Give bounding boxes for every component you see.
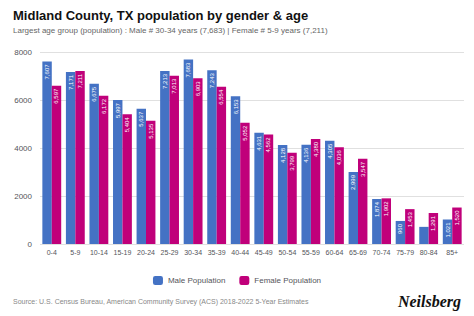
svg-text:960: 960 — [397, 223, 403, 234]
svg-text:4,136: 4,136 — [303, 147, 309, 163]
svg-text:85+: 85+ — [446, 249, 458, 256]
svg-text:5,637: 5,637 — [138, 111, 144, 127]
svg-text:6000: 6000 — [14, 96, 32, 105]
svg-text:2000: 2000 — [14, 192, 32, 201]
svg-text:1,021: 1,021 — [445, 222, 451, 238]
svg-text:Source: U.S. Census Bureau, Am: Source: U.S. Census Bureau, American Com… — [13, 298, 309, 306]
svg-text:Largest age group (population): Largest age group (population) : Male # … — [13, 26, 328, 35]
svg-text:6,153: 6,153 — [233, 99, 239, 115]
svg-text:0: 0 — [28, 240, 33, 249]
svg-text:15-19: 15-19 — [113, 249, 131, 256]
svg-text:4,036: 4,036 — [336, 149, 342, 165]
svg-text:5-9: 5-9 — [70, 249, 80, 256]
svg-text:7,243: 7,243 — [209, 73, 215, 89]
svg-text:45-49: 45-49 — [255, 249, 273, 256]
svg-text:2,999: 2,999 — [350, 174, 356, 190]
svg-text:7,013: 7,013 — [171, 78, 177, 94]
svg-text:4,305: 4,305 — [327, 143, 333, 159]
svg-text:65-69: 65-69 — [349, 249, 367, 256]
svg-text:5,404: 5,404 — [124, 117, 130, 133]
svg-text:25-29: 25-29 — [161, 249, 179, 256]
svg-text:6,172: 6,172 — [101, 98, 107, 114]
svg-text:4,562: 4,562 — [265, 137, 271, 153]
svg-text:7,211: 7,211 — [77, 73, 83, 88]
svg-text:4,128: 4,128 — [280, 147, 286, 163]
svg-text:55-59: 55-59 — [302, 249, 320, 256]
svg-text:40-44: 40-44 — [231, 249, 249, 256]
svg-text:50-54: 50-54 — [278, 249, 296, 256]
svg-text:1,453: 1,453 — [407, 211, 413, 227]
svg-text:30-34: 30-34 — [184, 249, 202, 256]
svg-text:4,380: 4,380 — [313, 141, 319, 157]
svg-text:6,903: 6,903 — [195, 81, 201, 97]
svg-text:75-79: 75-79 — [396, 249, 414, 256]
svg-text:70-74: 70-74 — [373, 249, 391, 256]
svg-text:6,675: 6,675 — [91, 86, 97, 102]
svg-text:Midland County, TX population: Midland County, TX population by gender … — [13, 8, 308, 23]
svg-text:6,597: 6,597 — [53, 88, 59, 104]
svg-text:1,291: 1,291 — [430, 215, 436, 231]
svg-text:Neilsberg: Neilsberg — [397, 293, 461, 311]
svg-text:20-24: 20-24 — [137, 249, 155, 256]
svg-text:5,052: 5,052 — [242, 125, 248, 141]
svg-text:6,554: 6,554 — [218, 89, 224, 105]
svg-text:3,799: 3,799 — [289, 155, 295, 171]
svg-text:Male Population: Male Population — [168, 276, 225, 285]
svg-text:1,902: 1,902 — [383, 201, 389, 217]
svg-text:Female Population: Female Population — [254, 276, 321, 285]
svg-text:10-14: 10-14 — [90, 249, 108, 256]
svg-text:4000: 4000 — [14, 144, 32, 153]
svg-text:7,683: 7,683 — [185, 62, 191, 78]
svg-text:3,547: 3,547 — [360, 161, 366, 177]
svg-text:60-64: 60-64 — [325, 249, 343, 256]
svg-text:7,607: 7,607 — [44, 64, 50, 80]
svg-text:7,213: 7,213 — [162, 73, 168, 89]
svg-text:1,520: 1,520 — [454, 210, 460, 226]
svg-text:7,171: 7,171 — [68, 74, 74, 90]
svg-text:80-84: 80-84 — [420, 249, 438, 256]
svg-text:5,135: 5,135 — [148, 123, 154, 139]
svg-text:0-4: 0-4 — [47, 249, 57, 256]
svg-text:4,631: 4,631 — [256, 135, 262, 151]
svg-text:35-39: 35-39 — [208, 249, 226, 256]
svg-text:5,997: 5,997 — [115, 102, 121, 118]
svg-text:1,874: 1,874 — [374, 201, 380, 217]
svg-text:8000: 8000 — [14, 48, 32, 57]
